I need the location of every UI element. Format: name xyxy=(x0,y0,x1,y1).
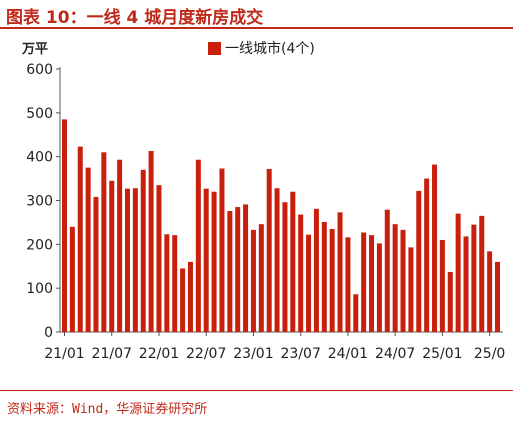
x-tick-label: 23/01 xyxy=(233,346,273,362)
bar xyxy=(195,159,201,332)
bar xyxy=(321,221,327,332)
bar xyxy=(266,168,272,332)
bar xyxy=(117,159,123,332)
x-tick-label: 23/07 xyxy=(281,346,321,362)
bar xyxy=(424,178,430,332)
bar xyxy=(298,214,304,332)
bar xyxy=(361,232,367,332)
bar xyxy=(172,235,178,332)
bar xyxy=(479,215,485,332)
y-tick-label: 200 xyxy=(26,237,53,253)
bar xyxy=(337,212,343,332)
y-tick-label: 400 xyxy=(26,150,53,166)
bar xyxy=(376,243,382,332)
legend: 一线城市(4个) xyxy=(208,38,315,58)
bar xyxy=(392,224,398,332)
bar xyxy=(471,224,477,332)
legend-label: 一线城市(4个) xyxy=(225,41,315,57)
bar xyxy=(353,294,359,332)
bar xyxy=(313,208,319,332)
bar xyxy=(416,190,422,332)
bar xyxy=(148,150,154,332)
x-tick-label: 21/07 xyxy=(92,346,132,362)
source-note: 资料来源：Wind，华源证券研究所 xyxy=(7,402,208,417)
bar xyxy=(203,188,209,332)
x-tick-label: 22/01 xyxy=(139,346,179,362)
y-tick-label: 0 xyxy=(44,325,53,341)
bar xyxy=(432,164,438,332)
y-tick-label: 300 xyxy=(26,194,53,210)
bar xyxy=(463,236,469,332)
bar xyxy=(384,209,390,332)
y-tick-label: 600 xyxy=(26,62,53,78)
bar xyxy=(282,202,288,332)
bar xyxy=(77,146,83,332)
bar-chart: 0 100 200 300 400 500 600 21/01 21/07 22/01 22/07 2… xyxy=(26,62,505,362)
bar xyxy=(408,247,414,332)
x-tick-label: 25/01 xyxy=(422,346,462,362)
bar xyxy=(211,191,217,332)
bar xyxy=(495,261,500,332)
bar xyxy=(101,152,107,332)
bar xyxy=(447,271,453,332)
x-tick-label: 24/07 xyxy=(375,346,415,362)
x-tick-label: 22/07 xyxy=(186,346,226,362)
bar xyxy=(369,235,375,332)
bar xyxy=(487,251,493,332)
bar xyxy=(227,211,233,332)
bar xyxy=(274,188,280,332)
title-divider xyxy=(0,27,513,29)
legend-swatch xyxy=(208,41,221,55)
bar xyxy=(93,196,99,332)
bar xyxy=(85,167,91,333)
footer-divider xyxy=(0,390,513,391)
bar xyxy=(243,204,249,332)
bar xyxy=(306,234,312,332)
bar xyxy=(235,207,241,332)
bar xyxy=(455,213,461,332)
y-tick-label: 100 xyxy=(26,281,53,297)
bar xyxy=(156,185,162,332)
bar xyxy=(69,226,75,332)
bar xyxy=(124,188,130,332)
bar xyxy=(219,168,225,332)
y-tick-label: 500 xyxy=(26,106,53,122)
x-tick-label: 25/0 xyxy=(474,346,505,362)
x-tick-label: 21/01 xyxy=(44,346,84,362)
bar xyxy=(109,180,115,332)
chart-title: 图表 10：一线 4 城月度新房成交 xyxy=(6,8,264,28)
x-tick-label: 24/01 xyxy=(328,346,368,362)
bar xyxy=(329,228,335,332)
y-axis-label: 万平 xyxy=(22,42,49,57)
bar xyxy=(187,261,193,332)
bar xyxy=(250,229,256,332)
bar xyxy=(439,239,445,332)
bar xyxy=(400,229,406,332)
bar xyxy=(258,224,264,332)
bar xyxy=(290,191,296,332)
bar xyxy=(345,237,351,332)
bar xyxy=(132,188,138,332)
bar xyxy=(180,268,186,332)
bar xyxy=(164,234,170,332)
bar xyxy=(140,169,146,332)
bar xyxy=(62,119,67,332)
